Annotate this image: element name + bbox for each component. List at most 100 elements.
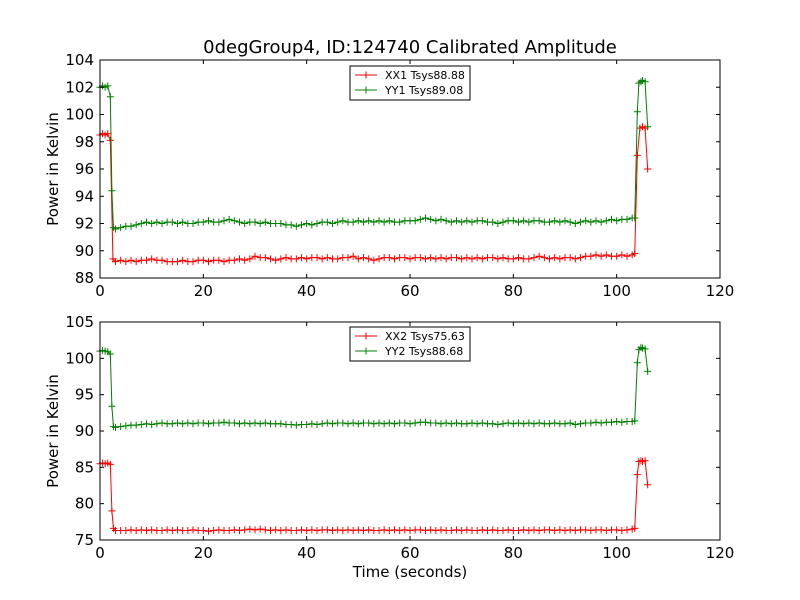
data-point [256,220,264,227]
data-point [520,420,528,428]
data-point [597,218,605,226]
data-point [447,527,455,535]
data-point [411,217,419,225]
data-point [292,421,300,429]
data-point [618,251,626,259]
data-point [551,217,559,225]
data-point [354,255,362,263]
data-point [122,527,130,535]
data-point [205,527,212,535]
data-point [303,220,311,227]
data-point [442,255,450,263]
data-point [215,526,223,534]
data-point [422,255,429,263]
chart-panel-2: 0 20 40 60 80 100 120 75 80 85 90 95 100 105 Power in … [44,313,734,581]
y-tick-label: 102 [65,78,94,96]
data-point [287,221,295,229]
data-point [473,420,481,428]
data-point [561,527,569,535]
data-point [174,258,181,266]
data-point [375,255,383,263]
data-point [267,255,274,263]
data-point [623,215,631,223]
data-point [406,255,414,263]
x-tick-label: 40 [297,282,316,300]
data-point [132,527,140,535]
data-point [592,418,600,426]
data-point [608,418,615,426]
data-point [236,255,243,263]
data-point [106,136,114,144]
data-point [566,526,574,534]
data-point [432,255,440,263]
data-point [484,527,491,535]
data-point [556,526,564,534]
data-point [108,402,116,410]
data-point [631,249,639,257]
data-point [261,419,269,427]
data-point [210,527,218,535]
data-point [525,419,533,427]
data-point [406,420,414,428]
data-point [329,527,336,535]
data-point [143,420,150,428]
data-point [442,217,450,225]
data-point [396,527,404,535]
data-point [112,258,119,266]
y-tick-label: 85 [75,458,94,476]
data-point [463,254,471,262]
data-point [489,420,497,428]
data-point [122,258,130,266]
data-point [499,420,507,428]
data-point [122,422,130,430]
data-point [370,256,378,264]
data-point [354,526,362,534]
data-point [365,526,373,534]
y-tick-label: 100 [65,106,94,124]
data-point [551,527,559,535]
data-point [220,258,228,266]
data-point [551,254,559,262]
data-point [184,527,192,535]
data-point [556,218,564,226]
data-point [230,256,238,264]
data-point [117,256,125,264]
data-point [566,218,574,226]
data-point [370,218,378,226]
data-point [509,420,517,428]
data-point [174,220,181,227]
data-point [153,218,161,226]
x-tick-label: 40 [297,544,316,562]
data-point [509,255,517,263]
data-point [329,420,336,428]
data-point [478,419,486,427]
data-point [277,420,285,428]
data-point [515,254,522,262]
data-point [261,254,269,262]
data-point [339,527,347,535]
y-tick-label: 100 [65,349,94,367]
data-point [520,526,528,534]
x-tick-label: 0 [95,544,105,562]
data-point [504,419,512,427]
data-point [380,526,388,534]
data-point [106,93,114,101]
data-point [132,258,140,266]
data-point [158,220,166,227]
data-point [416,526,424,534]
data-point [515,527,522,535]
data-point [494,420,502,428]
data-point [349,527,357,535]
data-point [468,419,476,427]
data-point [633,151,641,159]
data-point [644,165,652,173]
data-point [127,526,135,534]
legend-swatch-marker [362,86,370,94]
data-point [148,255,156,263]
data-point [313,420,321,428]
series-2-group [96,76,652,233]
data-point [535,419,543,427]
data-point [282,254,290,262]
data-point [303,255,311,263]
data-point [478,255,486,263]
